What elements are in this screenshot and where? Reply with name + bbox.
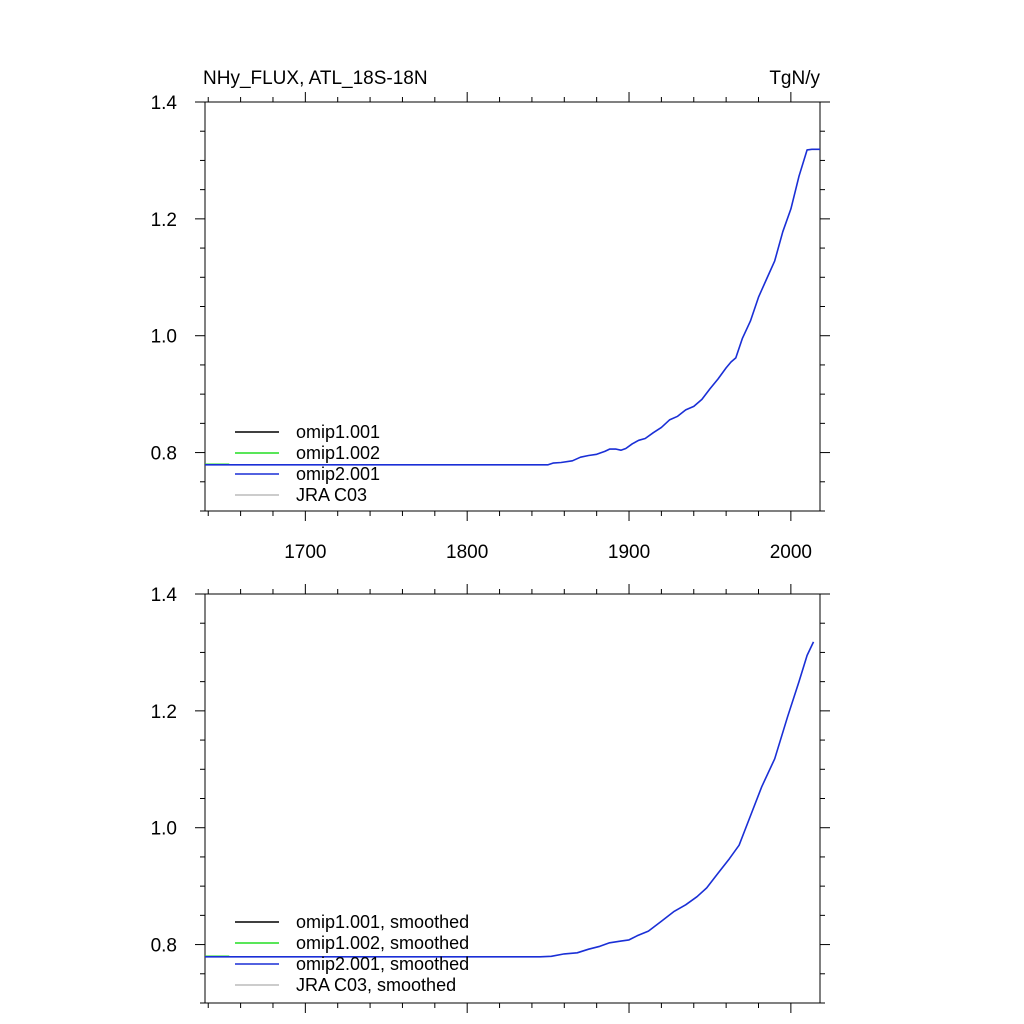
legend-label: omip1.001, smoothed — [296, 912, 469, 932]
bottom-plot-panel: 0.8 1.0 1.2 1.4 omip1.001, smoothedomip1.00… — [151, 584, 830, 1013]
series-line — [205, 641, 815, 958]
legend-label: omip1.002, smoothed — [296, 933, 469, 953]
y-tick-label: 1.4 — [151, 93, 178, 114]
legend-label: omip2.001 — [296, 464, 380, 484]
legend-label: omip1.001 — [296, 422, 380, 442]
y-tick-label: 1.0 — [151, 819, 177, 840]
y-tick-label: 1.4 — [151, 585, 178, 606]
chart-title: NHy_FLUX, ATL_18S-18N — [203, 68, 428, 89]
legend-label: omip2.001, smoothed — [296, 954, 469, 974]
y-tick-label: 1.2 — [151, 210, 177, 231]
legend-label: JRA C03, smoothed — [296, 975, 456, 995]
series-line — [205, 148, 820, 466]
x-tick-label: 1800 — [446, 542, 488, 563]
legend-label: JRA C03 — [296, 485, 367, 505]
legend-label: omip1.002 — [296, 443, 380, 463]
y-tick-label: 1.2 — [151, 702, 177, 723]
x-tick-label: 1900 — [608, 542, 650, 563]
x-tick-label: 2000 — [770, 542, 812, 563]
units-label: TgN/y — [769, 68, 820, 89]
y-tick-label: 0.8 — [151, 444, 177, 465]
y-tick-label: 0.8 — [151, 936, 177, 957]
x-tick-label: 1700 — [284, 542, 326, 563]
y-tick-label: 1.0 — [151, 327, 177, 348]
